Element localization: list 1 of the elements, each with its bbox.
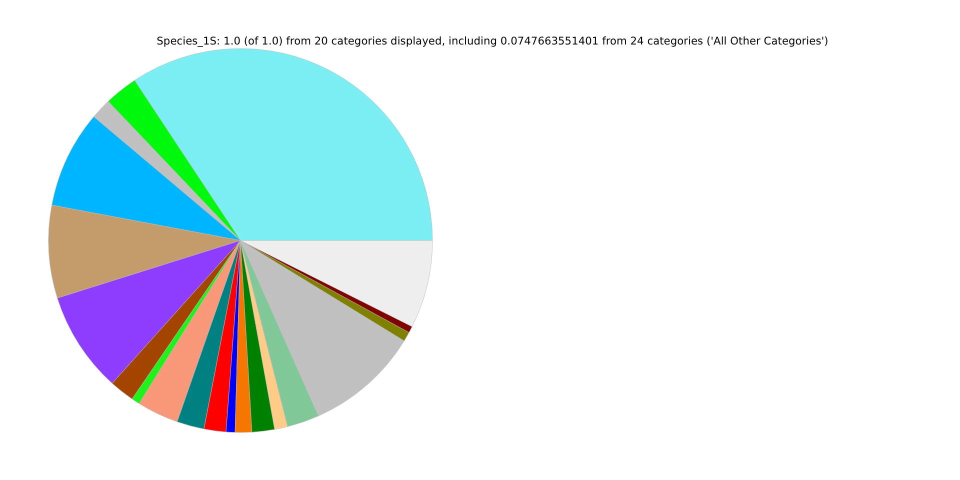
text: Species_1S: 1.0 (of 1.0) from 20 categories displayed, including 0.0747663551401 from 24 categories ('All Other Categories') xyxy=(156,34,828,48)
